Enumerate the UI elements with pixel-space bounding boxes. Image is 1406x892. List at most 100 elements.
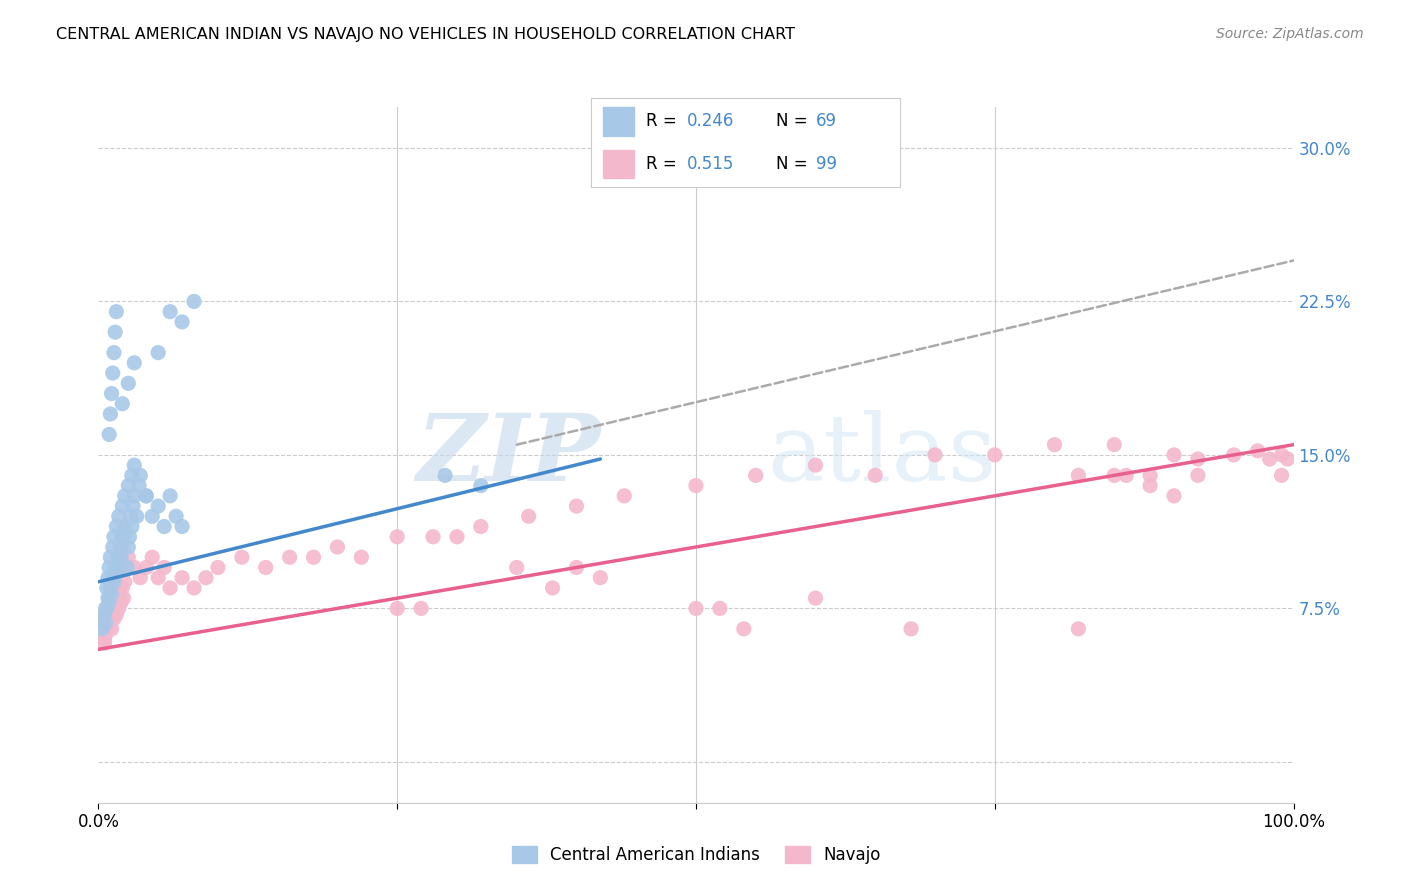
Point: [97, 622, 120, 636]
Point: [1115, 468, 1137, 483]
Point: [107, 601, 129, 615]
Point: [422, 530, 444, 544]
Point: [1043, 438, 1066, 452]
Point: [589, 571, 612, 585]
Point: [1271, 468, 1294, 483]
Point: [91, 622, 114, 636]
Point: [924, 448, 946, 462]
Point: [103, 530, 125, 544]
Text: ZIP: ZIP: [416, 410, 600, 500]
Point: [111, 499, 134, 513]
Point: [470, 519, 492, 533]
Point: [115, 560, 138, 574]
Point: [107, 554, 129, 568]
Point: [91, 612, 114, 626]
Point: [470, 478, 492, 492]
Point: [103, 345, 125, 359]
Text: Source: ZipAtlas.com: Source: ZipAtlas.com: [1216, 27, 1364, 41]
Point: [1222, 448, 1246, 462]
Point: [107, 591, 129, 606]
Point: [446, 530, 468, 544]
Point: [96, 581, 118, 595]
Point: [117, 540, 139, 554]
Point: [1187, 468, 1209, 483]
Point: [172, 571, 194, 585]
Point: [194, 571, 218, 585]
Text: R =: R =: [647, 112, 682, 130]
Point: [104, 571, 127, 585]
Point: [104, 560, 127, 574]
Point: [129, 468, 152, 483]
Point: [159, 581, 181, 595]
Point: [685, 601, 707, 615]
Point: [91, 612, 114, 626]
Point: [685, 478, 707, 492]
Point: [207, 560, 229, 574]
Point: [96, 615, 118, 630]
Point: [613, 489, 636, 503]
Point: [804, 591, 827, 606]
Point: [93, 632, 115, 646]
Point: [114, 519, 136, 533]
Point: [94, 601, 117, 615]
Point: [1102, 438, 1125, 452]
Point: [93, 636, 115, 650]
Point: [172, 315, 194, 329]
Point: [107, 509, 129, 524]
Point: [254, 560, 277, 574]
Point: [101, 601, 124, 615]
Point: [108, 587, 131, 601]
Text: 0.246: 0.246: [686, 112, 734, 130]
Point: [1102, 468, 1125, 483]
Text: N =: N =: [776, 112, 813, 130]
Point: [98, 407, 122, 421]
Point: [506, 560, 529, 574]
Point: [98, 581, 122, 595]
Point: [101, 587, 124, 601]
Point: [1258, 452, 1281, 467]
Point: [124, 356, 146, 370]
Point: [120, 509, 142, 524]
Point: [98, 612, 121, 626]
Point: [804, 458, 827, 472]
Point: [350, 550, 373, 565]
Point: [101, 366, 124, 380]
Point: [105, 607, 128, 622]
Point: [112, 533, 135, 548]
Point: [148, 345, 170, 359]
Text: N =: N =: [776, 155, 813, 173]
Point: [231, 550, 253, 565]
Point: [97, 591, 120, 606]
Point: [91, 632, 114, 646]
Point: [98, 560, 121, 574]
Point: [117, 550, 139, 565]
Point: [148, 571, 170, 585]
Point: [93, 607, 115, 622]
Point: [121, 519, 143, 533]
Point: [96, 601, 118, 615]
Point: [153, 560, 176, 574]
Point: [110, 546, 132, 560]
Point: [1163, 448, 1185, 462]
Bar: [603, 107, 634, 136]
Point: [100, 581, 122, 595]
Point: [411, 601, 433, 615]
Point: [98, 595, 121, 609]
Point: [107, 560, 129, 574]
Text: 99: 99: [817, 155, 838, 173]
Point: [108, 540, 131, 554]
Point: [159, 304, 181, 318]
Point: [135, 560, 157, 574]
Point: [111, 581, 134, 595]
Text: 69: 69: [817, 112, 838, 130]
Text: atlas: atlas: [768, 410, 997, 500]
Point: [733, 622, 755, 636]
Point: [100, 386, 122, 401]
Point: [122, 499, 145, 513]
Legend: Central American Indians, Navajo: Central American Indians, Navajo: [512, 846, 880, 864]
Point: [94, 615, 117, 630]
Point: [141, 509, 163, 524]
Point: [433, 468, 456, 483]
Point: [984, 448, 1007, 462]
Point: [111, 530, 134, 544]
